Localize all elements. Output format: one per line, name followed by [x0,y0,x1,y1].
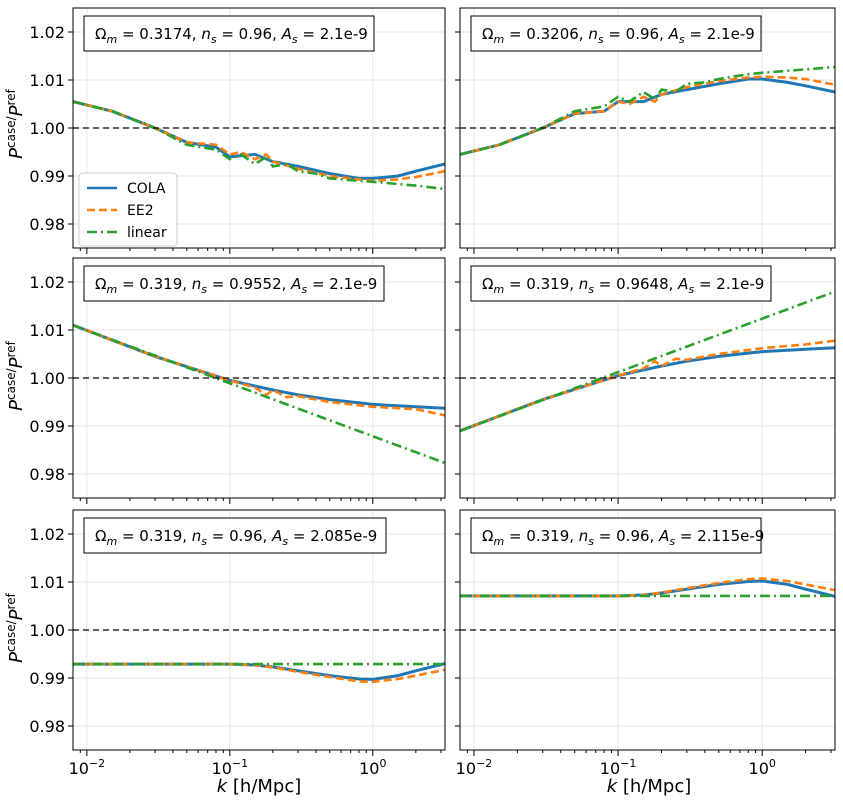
panel-title-box [470,517,762,554]
legend: COLA EE2 linear [78,172,178,247]
panel-5: 0.98 0.99 1.00 1.01 1.02 10−2 10−1 100 Ωm = 0.31… [29,509,446,778]
y-tick-label: 1.02 [29,23,65,42]
y-tick-label: 0.98 [29,465,65,484]
series-ee2 [460,577,835,598]
series-linear [73,100,445,191]
y-tick-label: 1.01 [29,321,65,340]
x-tick-label: 10−2 [456,757,493,778]
y-tick-label: 0.98 [29,717,65,736]
series-ee2 [460,75,835,156]
y-tick-label: 1.02 [29,525,65,544]
panel-title-box [470,15,762,52]
panel-title: Ωm = 0.3174, ns = 0.96, As = 2.1e-9 [95,25,368,46]
panel-title: Ωm = 0.319, ns = 0.96, As = 2.085e-9 [95,527,377,548]
series-linear [73,323,445,465]
panel-title-box [83,517,387,554]
panel-4: Ωm = 0.319, ns = 0.9648, As = 2.1e-9 [455,257,836,504]
panel-title-box [83,265,385,302]
series-ee2 [73,323,445,417]
legend-label-cola: COLA [127,181,166,197]
series-ee2 [460,339,835,433]
y-tick-label: 1.00 [29,621,65,640]
panel-2: Ωm = 0.3206, ns = 0.96, As = 2.1e-9 [455,7,836,254]
y-tick-label: 0.98 [29,215,65,234]
panel-title-box [470,265,772,302]
y-tick-label: 1.00 [29,119,65,138]
panel-1: 0.98 0.99 1.00 1.01 1.02 Ωm = 0.3174, ns = 0.… [29,7,446,254]
panel-3: 0.98 0.99 1.00 1.01 1.02 Ωm = 0.319, ns = 0.9… [29,257,446,504]
x-tick-label: 10−1 [212,757,249,778]
series-linear [460,290,835,433]
x-tick-label: 100 [749,757,776,778]
series-ee2 [73,100,445,183]
y-tick-label: 1.00 [29,369,65,388]
ylabel-top: Pcase/Pref [4,88,27,158]
legend-label-linear: linear [127,225,167,241]
panel-title: Ωm = 0.3206, ns = 0.96, As = 2.1e-9 [482,25,755,46]
x-tick-label: 10−2 [69,757,106,778]
y-tick-label: 0.99 [29,167,65,186]
ylabel-bottom: Pcase/Pref [4,592,27,662]
y-tick-label: 1.01 [29,573,65,592]
panel-title: Ωm = 0.319, ns = 0.96, As = 2.115e-9 [482,527,764,548]
y-tick-label: 0.99 [29,669,65,688]
panel-title: Ωm = 0.319, ns = 0.9648, As = 2.1e-9 [482,275,764,296]
panel-title: Ωm = 0.319, ns = 0.9552, As = 2.1e-9 [95,275,377,296]
y-tick-label: 0.99 [29,417,65,436]
panel-title-box [83,15,375,52]
y-tick-label: 1.01 [29,71,65,90]
panels-layer: 0.98 0.99 1.00 1.01 1.02 Ωm = 0.3174, ns = 0.… [29,7,836,778]
panel-6: 10−2 10−1 100 Ωm = 0.319, ns = 0.96, As = 2… [455,509,836,778]
y-tick-label: 1.02 [29,273,65,292]
x-tick-label: 100 [359,757,386,778]
legend-box [78,172,178,247]
xlabel-left: k [h/Mpc] [217,776,302,797]
ylabel-middle: Pcase/Pref [4,340,27,410]
figure-labels: Pcase/Pref Pcase/Pref Pcase/Pref k [h/Mp… [4,88,691,797]
xlabel-right: k [h/Mpc] [607,776,692,797]
x-tick-label: 10−1 [600,757,637,778]
legend-label-ee2: EE2 [127,203,154,219]
